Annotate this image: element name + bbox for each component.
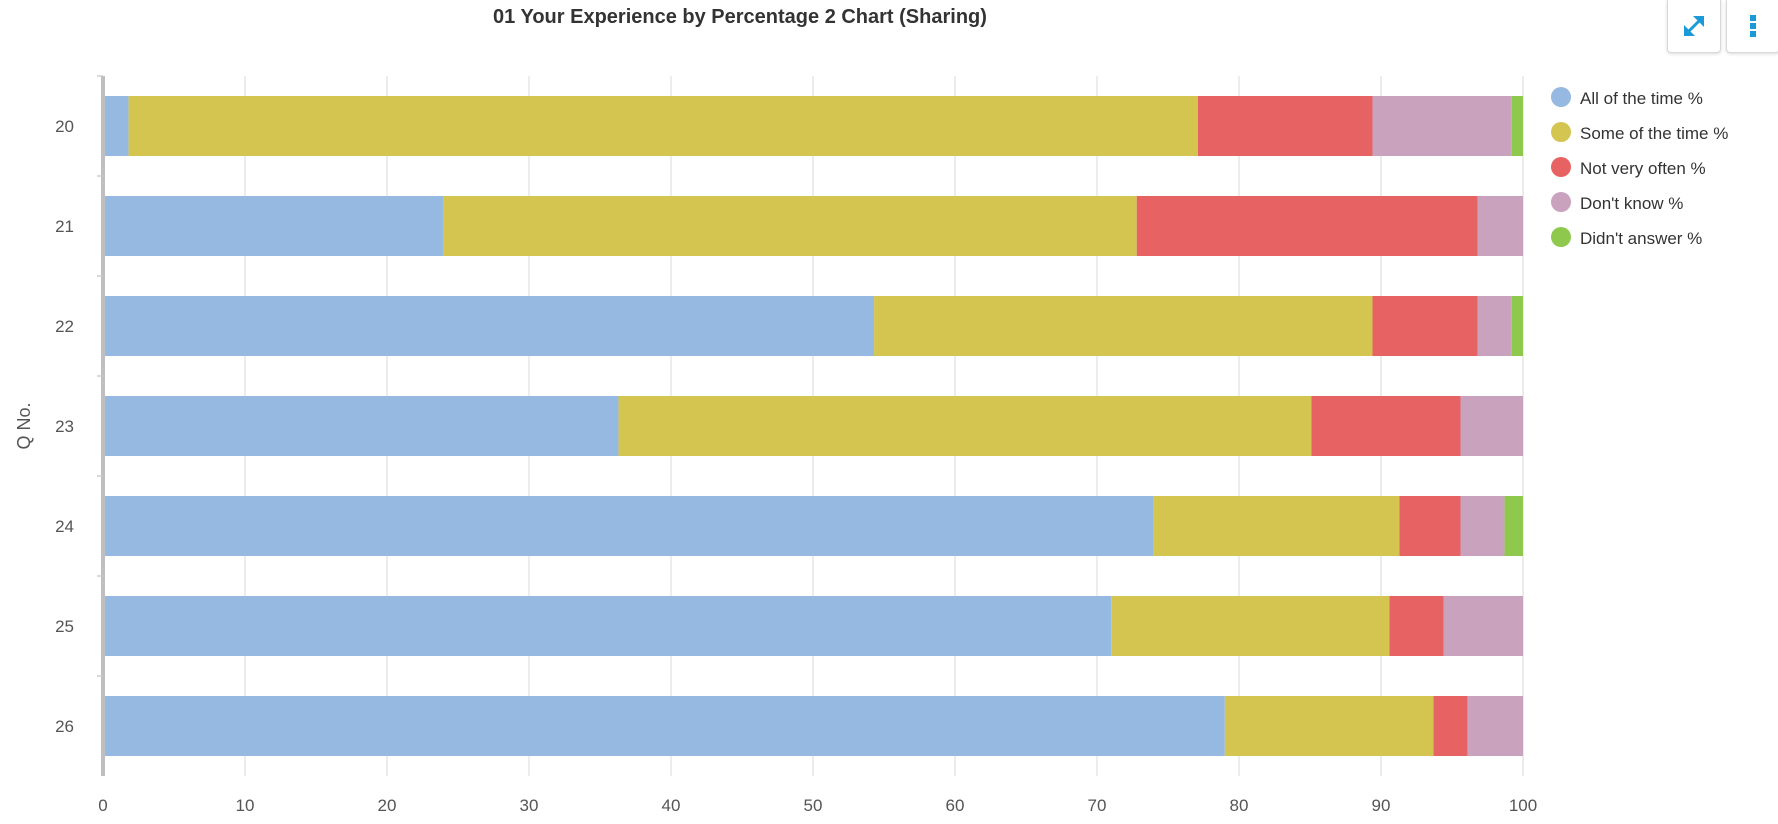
axes: Q No. — [14, 76, 105, 776]
x-tick-label: 20 — [378, 796, 397, 815]
x-tick-label: 50 — [804, 796, 823, 815]
x-tick-label: 100 — [1509, 796, 1537, 815]
legend-label[interactable]: Didn't answer % — [1580, 229, 1702, 248]
bar-segment[interactable] — [618, 396, 1312, 456]
x-tick-label: 70 — [1088, 796, 1107, 815]
legend-swatch[interactable] — [1551, 157, 1571, 177]
bar-segment[interactable] — [443, 196, 1137, 256]
x-tick-label: 90 — [1372, 796, 1391, 815]
bar-segment[interactable] — [128, 96, 1198, 156]
bar-segment[interactable] — [1389, 596, 1444, 656]
legend-label[interactable]: Don't know % — [1580, 194, 1683, 213]
bar-segment[interactable] — [1443, 596, 1523, 656]
bar-segment[interactable] — [1511, 296, 1523, 356]
x-axis-ticks: 0 10 20 30 40 50 60 70 80 90 100 — [98, 796, 1537, 815]
bar-segment[interactable] — [103, 296, 875, 356]
y-tick-label: 24 — [55, 517, 74, 536]
bar-segment[interactable] — [103, 96, 129, 156]
expand-arrows-icon — [1684, 16, 1704, 36]
y-axis-title: Q No. — [14, 402, 34, 449]
chart-menu-button[interactable] — [1726, 0, 1778, 53]
y-tick-label: 25 — [55, 617, 74, 636]
y-tick-label: 23 — [55, 417, 74, 436]
bar-segment[interactable] — [1467, 696, 1523, 756]
x-tick-label: 80 — [1230, 796, 1249, 815]
legend-swatch[interactable] — [1551, 192, 1571, 212]
chart-title: 01 Your Experience by Percentage 2 Chart… — [493, 6, 987, 28]
bar-segment[interactable] — [1399, 496, 1461, 556]
x-tick-label: 40 — [662, 796, 681, 815]
expand-chart-button[interactable] — [1667, 0, 1721, 53]
x-tick-label: 10 — [236, 796, 255, 815]
bar-segment[interactable] — [1460, 496, 1505, 556]
y-tick-label: 22 — [55, 317, 74, 336]
legend-swatch[interactable] — [1551, 87, 1571, 107]
bar-segment[interactable] — [103, 496, 1154, 556]
bar-segment[interactable] — [874, 296, 1373, 356]
legend-swatch[interactable] — [1551, 122, 1571, 142]
legend-label[interactable]: Some of the time % — [1580, 124, 1728, 143]
bar-segment[interactable] — [1136, 196, 1478, 256]
bar-segment[interactable] — [1311, 396, 1461, 456]
bar-group — [103, 96, 1523, 756]
bar-segment[interactable] — [103, 196, 444, 256]
bar-segment[interactable] — [1477, 196, 1523, 256]
bar-segment[interactable] — [1372, 96, 1512, 156]
y-tick-label: 20 — [55, 117, 74, 136]
bar-segment[interactable] — [1372, 296, 1478, 356]
bar-segment[interactable] — [1153, 496, 1400, 556]
x-tick-label: 0 — [98, 796, 107, 815]
y-tick-label: 21 — [55, 217, 74, 236]
bar-segment[interactable] — [1477, 296, 1512, 356]
legend-swatch[interactable] — [1551, 227, 1571, 247]
bar-segment[interactable] — [103, 596, 1112, 656]
legend: All of the time % Some of the time % Not v… — [1551, 87, 1728, 248]
bar-segment[interactable] — [1224, 696, 1434, 756]
legend-label[interactable]: All of the time % — [1580, 89, 1703, 108]
y-tick-label: 26 — [55, 717, 74, 736]
bar-segment[interactable] — [1433, 696, 1468, 756]
y-axis-ticks: 20 21 22 23 24 25 26 — [55, 75, 103, 736]
bar-segment[interactable] — [1511, 96, 1523, 156]
bar-segment[interactable] — [1460, 396, 1523, 456]
vertical-dots-icon — [1750, 15, 1756, 37]
bar-segment[interactable] — [103, 396, 619, 456]
bar-segment[interactable] — [103, 696, 1225, 756]
bar-segment[interactable] — [1197, 96, 1373, 156]
legend-label[interactable]: Not very often % — [1580, 159, 1706, 178]
x-tick-label: 30 — [520, 796, 539, 815]
bar-segment[interactable] — [1504, 496, 1523, 556]
x-tick-label: 60 — [946, 796, 965, 815]
bar-segment[interactable] — [1111, 596, 1390, 656]
